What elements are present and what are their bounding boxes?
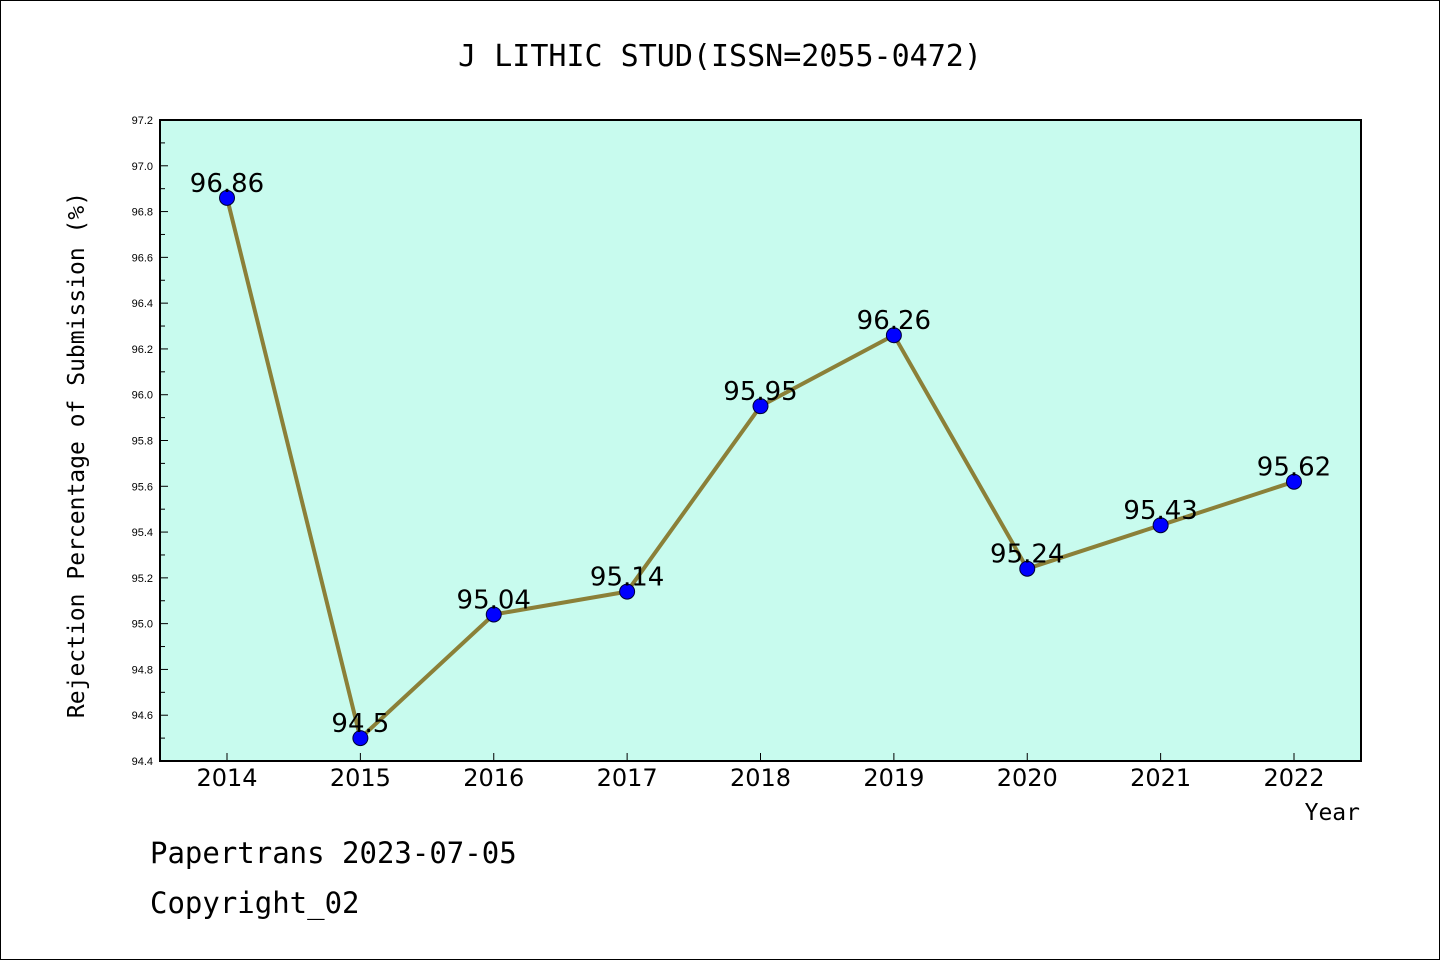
data-label: 94.5 xyxy=(331,709,389,739)
x-axis-label: Year xyxy=(1305,800,1360,826)
x-tick-label: 2019 xyxy=(863,764,924,792)
footer-date: Papertrans 2023-07-05 xyxy=(150,836,517,870)
x-tick-label: 2017 xyxy=(597,764,658,792)
y-tick-label: 94.8 xyxy=(132,664,153,676)
data-markers xyxy=(219,189,1302,747)
data-label: 95.14 xyxy=(590,563,664,593)
y-tick-label: 95.6 xyxy=(132,481,153,493)
data-label: 95.04 xyxy=(457,585,531,615)
y-axis: 94.4 94.6 94.8 95.0 95.2 95.4 95.6 95.8 96.0 96.2… xyxy=(132,115,168,768)
y-tick-label: 96.0 xyxy=(132,390,153,402)
data-label: 95.95 xyxy=(723,377,797,407)
data-label: 95.62 xyxy=(1257,453,1331,483)
data-labels: 96.86 94.5 95.04 95.14 95.95 96.26 95.24 95.43 9… xyxy=(190,169,1331,739)
y-tick-label: 96.8 xyxy=(132,207,153,219)
y-tick-label: 97.2 xyxy=(132,115,153,127)
data-point xyxy=(885,327,902,344)
data-point xyxy=(752,398,769,415)
data-label: 95.24 xyxy=(990,540,1064,570)
chart-title: J LITHIC STUD(ISSN=2055-0472) xyxy=(458,39,982,74)
x-tick-label: 2016 xyxy=(463,764,524,792)
x-tick-label: 2022 xyxy=(1263,764,1324,792)
data-point xyxy=(352,730,369,747)
data-label: 95.43 xyxy=(1123,496,1197,526)
data-label: 96.26 xyxy=(857,306,931,336)
data-point xyxy=(1019,560,1036,577)
data-point xyxy=(219,189,235,206)
data-point xyxy=(619,583,636,600)
data-point xyxy=(1286,473,1302,490)
y-tick-label: 96.4 xyxy=(132,298,153,310)
y-tick-label: 97.0 xyxy=(132,161,153,173)
plot-area xyxy=(159,119,1362,762)
y-tick-label: 94.4 xyxy=(132,756,153,768)
x-tick-label: 2018 xyxy=(730,764,791,792)
data-point xyxy=(485,606,502,623)
y-tick-label: 96.6 xyxy=(132,252,153,264)
y-tick-label: 95.0 xyxy=(132,619,153,631)
x-tick-label: 2020 xyxy=(997,764,1058,792)
y-tick-label: 94.6 xyxy=(132,710,153,722)
data-point xyxy=(1152,517,1169,534)
x-axis: 2014 2015 2016 2017 2018 2019 2020 2021 2022 xyxy=(196,753,1325,792)
footer-copyright: Copyright_02 xyxy=(150,886,360,920)
x-tick-label: 2015 xyxy=(330,764,391,792)
y-tick-label: 95.8 xyxy=(132,436,153,448)
x-tick-label: 2014 xyxy=(196,764,257,792)
y-tick-label: 95.2 xyxy=(132,573,153,585)
y-tick-label: 95.4 xyxy=(132,527,153,539)
y-axis-label: Rejection Percentage of Submission (%) xyxy=(64,192,90,718)
x-tick-label: 2021 xyxy=(1130,764,1191,792)
y-tick-label: 96.2 xyxy=(132,344,153,356)
data-label: 96.86 xyxy=(190,169,264,199)
